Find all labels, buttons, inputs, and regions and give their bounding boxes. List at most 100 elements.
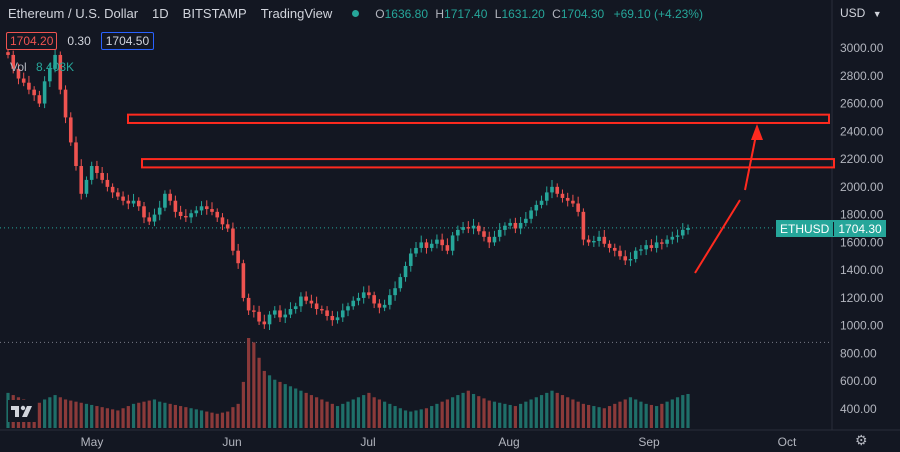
y-tick-label: 1000.00 [840,319,884,333]
currency-selector[interactable]: USD ▼ [840,6,882,20]
volume-bar [686,393,690,428]
volume-bar [571,399,575,428]
candle-body [408,253,413,266]
y-tick-label: 800.00 [840,346,877,360]
volume-bar [681,395,685,428]
candle-body [565,197,570,201]
candle-body [482,231,486,237]
volume-bar [351,399,355,428]
candle-body [89,166,94,180]
buy-button[interactable]: 1704.50 [100,32,155,50]
volume-bar [539,395,544,428]
volume-bar [142,401,146,428]
candle-body [581,211,586,240]
candle-body [456,229,460,236]
candle-body [16,68,21,79]
candle-body [649,245,654,248]
volume-bar [320,399,324,428]
candle-body [262,321,267,325]
volume-bar [655,406,659,428]
volume-bar [492,401,497,428]
volume-bar [445,399,449,428]
volume-bar [205,411,209,428]
volume-bar [456,395,460,428]
volume-bar [43,399,47,428]
candle-body [335,317,340,321]
candle-body [618,250,622,257]
candle-body [665,239,669,244]
volume-bar [587,404,591,428]
candle-body [199,206,204,211]
volume-bar [294,388,298,428]
trend-arrow-lower [694,199,741,274]
volume-bar [116,410,120,428]
candle-body [272,310,277,315]
candle-body [168,193,172,201]
candle-body [555,186,560,194]
volume-bar [529,399,533,428]
volume-bar [131,403,136,428]
candle-body [163,193,167,208]
volume-bar [346,401,350,428]
symbol-title[interactable]: Ethereum / U.S. Dollar [8,6,139,21]
candle-body [628,259,633,261]
volume-bar [435,403,439,428]
candle-body [419,242,424,248]
candle-body [110,186,115,193]
change-value: +69.10 (+4.23%) [613,6,703,21]
candle-body [550,186,554,193]
candle-body [435,239,439,244]
candle-body [602,236,607,244]
tradingview-logo-icon[interactable] [8,400,36,422]
candle-body [32,89,36,96]
y-tick-label: 2600.00 [840,97,884,111]
candle-body [586,239,591,243]
volume-bar [241,381,245,428]
candle-body [346,306,350,311]
volume-bar [440,401,444,428]
volume-bar [100,407,104,428]
candle-body [644,245,648,250]
volume-bar [79,402,83,428]
candle-body [670,236,675,240]
volume-bar [639,401,643,428]
x-tick-label: Jun [222,435,241,449]
candle-body [100,172,104,180]
volume-bar [267,375,272,428]
candle-body [429,243,434,248]
price-tag-value: 1704.30 [838,221,882,236]
candle-body [560,193,565,198]
candle-body [680,229,685,236]
gear-icon[interactable]: ⚙ [855,432,868,448]
candle-body [466,227,471,229]
y-tick-label: 3000.00 [840,41,884,55]
volume-bar [482,398,486,428]
candle-body [424,242,429,248]
volume-bar [550,390,554,428]
volume-bar [670,399,674,428]
volume-bar [414,410,418,428]
candle-body [147,217,152,222]
candle-body [189,213,193,218]
price-tag-symbol: ETHUSD [776,221,835,236]
candle-body [42,81,47,104]
candle-body [215,211,220,218]
candle-body [236,250,240,264]
volume-bar [84,403,89,428]
volume-label: Vol [10,60,27,74]
volume-bar [576,401,580,428]
candle-body [241,263,246,298]
y-tick-label: 1800.00 [840,208,884,222]
candle-body [84,179,89,194]
interval-label[interactable]: 1D [152,6,169,21]
sell-button[interactable]: 1704.20 [6,32,58,50]
volume-bar [471,393,476,428]
candle-body [382,304,387,308]
volume-bar [273,379,277,428]
candle-body [518,222,523,229]
volume-bar [660,403,664,428]
candle-body [11,54,16,69]
candle-body [194,210,199,214]
volume-bar [194,409,198,428]
